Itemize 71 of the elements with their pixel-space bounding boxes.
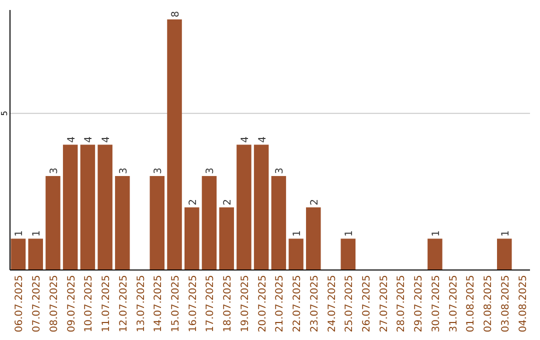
bar [115,176,130,270]
bar [28,238,43,270]
x-tick-label: 23.07.2025 [309,275,320,332]
x-tick-label: 10.07.2025 [84,275,95,332]
x-tick-label: 13.07.2025 [136,275,147,332]
bar [497,238,512,270]
x-tick-label: 26.07.2025 [361,275,372,332]
data-label: 2 [309,198,320,206]
data-label: 3 [205,168,216,174]
data-label: 1 [14,230,26,237]
data-label: 3 [118,168,130,174]
x-tick-label: 03.08.2025 [500,275,512,332]
x-tick-label: 19.07.2025 [240,275,251,332]
bar [167,19,182,270]
x-tick-label: 11.07.2025 [101,275,112,332]
data-label: 1 [500,230,512,237]
data-label: 3 [274,168,286,174]
bar [98,144,112,270]
bar [288,238,304,270]
x-tick-label: 08.07.2025 [48,275,60,332]
bar [340,238,356,270]
x-tick-label: 09.07.2025 [66,275,78,332]
bar [236,144,252,270]
data-label: 1 [32,230,43,237]
data-label: 4 [84,136,95,143]
bar [62,144,78,270]
x-tick-label: 22.07.2025 [292,275,304,332]
data-label: 2 [188,198,199,206]
x-tick-label: 17.07.2025 [205,275,216,332]
data-label: 3 [48,168,60,174]
bar [202,176,217,270]
x-tick-label: 28.07.2025 [396,275,408,332]
x-tick-label: 12.07.2025 [118,275,130,332]
data-label: 1 [430,230,442,237]
x-tick-label: 27.07.2025 [378,275,390,332]
data-label: 1 [344,230,356,237]
bar [306,207,321,270]
x-tick-label: 25.07.2025 [344,275,356,332]
data-label: 4 [240,136,251,143]
data-label: 1 [292,230,304,237]
bar [254,144,269,270]
x-tick-label: 30.07.2025 [430,275,442,332]
data-label: 8 [170,11,182,18]
x-tick-label: 24.07.2025 [326,275,338,332]
data-label: 4 [66,136,78,143]
bar [150,176,165,270]
data-label: 2 [222,198,234,206]
data-label: 4 [257,136,268,143]
x-tick-label: 16.07.2025 [188,275,199,332]
x-tick-label: 20.07.2025 [257,275,268,332]
x-tick-label: 15.07.2025 [170,275,182,332]
x-tick-label: 02.08.2025 [483,275,494,332]
x-tick-label: 18.07.2025 [222,275,234,332]
x-tick-label: 01.08.2025 [466,275,477,332]
bar [184,207,200,270]
data-label: 3 [153,168,164,174]
x-tick-label: 06.07.2025 [14,275,26,332]
x-tick-label: 21.07.2025 [274,275,286,332]
data-label: 4 [101,136,112,143]
x-tick-label: 31.07.2025 [448,275,460,332]
x-tick-label: 07.07.2025 [32,275,43,332]
bar [219,207,234,270]
bar [46,176,60,270]
bar [428,238,442,270]
bar [80,144,96,270]
x-tick-label: 04.08.2025 [518,275,529,332]
y-tick-label: 5 [0,110,9,116]
x-tick-label: 14.07.2025 [153,275,164,332]
bar [10,238,26,270]
x-tick-label: 29.07.2025 [414,275,425,332]
bar [271,176,286,270]
